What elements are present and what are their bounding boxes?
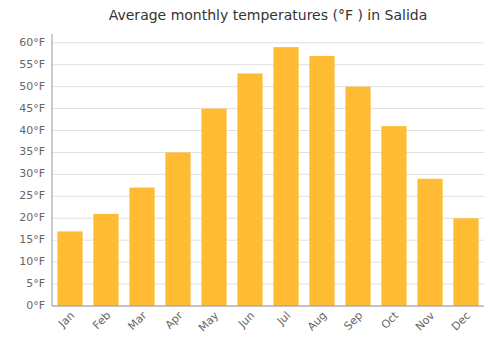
y-tick-label: 5°F (26, 277, 45, 290)
x-tick-label: Jan (55, 309, 77, 331)
y-tick-label: 0°F (26, 299, 45, 312)
bar (165, 152, 190, 306)
y-axis: 0°F 5°F 10°F 15°F 20°F 25°F 30°F 35°F 40°F 45°F 50… (19, 34, 52, 312)
y-tick-label: 35°F (19, 145, 45, 158)
bar (417, 179, 442, 306)
bar (453, 218, 478, 306)
bar (309, 56, 334, 306)
x-tick-label: Mar (125, 309, 149, 333)
y-tick-label: 40°F (19, 124, 45, 137)
y-tick-label: 55°F (19, 58, 45, 71)
bar (237, 73, 262, 306)
x-tick-label: Nov (413, 309, 438, 334)
y-tick-label: 25°F (19, 189, 45, 202)
grid-line (52, 108, 484, 109)
y-tick-label: 15°F (19, 233, 45, 246)
bar (345, 87, 370, 306)
grid-line (52, 174, 484, 175)
y-tick-label: 20°F (19, 211, 45, 224)
chart: 0°F 5°F 10°F 15°F 20°F 25°F 30°F 35°F 40°F 45°F 50… (0, 0, 500, 350)
title: Average monthly temperatures (°F ) in Sa… (109, 7, 428, 23)
bar (93, 214, 118, 306)
y-tick-label: 50°F (19, 80, 45, 93)
grid-line (52, 64, 484, 65)
x-tick-label: Jun (235, 309, 257, 331)
bar (201, 109, 226, 306)
grid (52, 43, 484, 306)
bars (57, 47, 478, 306)
y-axis-line (52, 34, 53, 306)
grid-line (52, 42, 484, 43)
x-tick-label: Feb (90, 309, 113, 332)
x-axis: Jan Feb Mar Apr May Jun Jul Aug Sep Oct Nov Dec (52, 306, 484, 334)
grid-line (52, 86, 484, 87)
x-tick-label: Dec (449, 309, 473, 333)
bar (381, 126, 406, 306)
grid-line (52, 130, 484, 131)
x-tick-label: Jul (274, 309, 293, 328)
bar (129, 188, 154, 306)
x-axis-line (52, 306, 484, 307)
grid-line (52, 306, 484, 307)
chart-container: 0°F 5°F 10°F 15°F 20°F 25°F 30°F 35°F 40°F 45°F 50… (0, 0, 500, 350)
x-tick-label: Apr (163, 309, 186, 332)
y-tick-label: 45°F (19, 102, 45, 115)
y-tick-label: 60°F (19, 36, 45, 49)
x-tick-label: Aug (305, 309, 329, 333)
y-tick-label: 10°F (19, 255, 45, 268)
x-tick-label: Oct (379, 309, 402, 332)
x-tick-label: May (196, 309, 222, 335)
bar (273, 47, 298, 306)
grid-line (52, 152, 484, 153)
x-tick-label: Sep (341, 309, 365, 333)
bar (57, 231, 82, 306)
y-tick-label: 30°F (19, 167, 45, 180)
